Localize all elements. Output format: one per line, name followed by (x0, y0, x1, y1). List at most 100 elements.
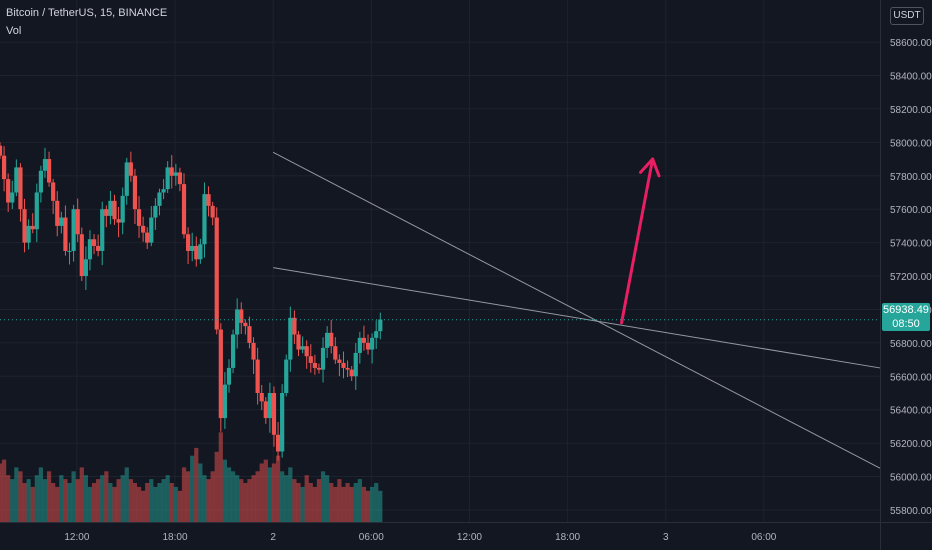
volume-bar (67, 483, 72, 522)
candle-body (263, 401, 268, 419)
time-tick-label: 06:00 (751, 532, 776, 543)
time-tick-label: 12:00 (64, 532, 89, 543)
time-axis: 12:00 18:00 2 06:00 12:00 18:00 3 06:00 (64, 532, 776, 543)
volume-bar (108, 483, 113, 522)
candle-body (361, 337, 367, 343)
volume-bar (87, 486, 93, 522)
candle-body (243, 322, 248, 327)
volume-bar (353, 483, 358, 522)
volume-bar (275, 455, 281, 522)
volume-bar (91, 483, 97, 522)
candle-body (100, 209, 105, 251)
candle-body (136, 209, 142, 226)
time-tick-label: 06:00 (359, 532, 384, 543)
candle-body (226, 367, 232, 385)
volume-bar (378, 490, 383, 522)
candle-body (218, 329, 223, 419)
candle-body (132, 175, 138, 210)
volume-bar (300, 486, 305, 522)
volume-bar (271, 463, 277, 522)
price-axis: 55800.00 56000.00 56200.00 56400.00 56600.00… (890, 38, 932, 517)
candle-body (91, 239, 97, 246)
bar-countdown: 08:50 (892, 318, 920, 330)
candle-body (202, 194, 207, 245)
volume-bar (26, 479, 31, 522)
volume-bar (55, 486, 60, 522)
volume-bar (194, 447, 199, 522)
volume-bar (104, 471, 109, 522)
volume-bar (222, 459, 228, 522)
volume-bar (361, 486, 367, 522)
candle-body (304, 346, 309, 357)
candle-body (51, 182, 56, 201)
candle-body (22, 209, 27, 243)
candle-body (10, 192, 15, 203)
volume-bar (243, 483, 248, 522)
candle-body (55, 200, 60, 226)
volume-indicator-label[interactable]: Vol (6, 25, 22, 37)
candle-body (124, 162, 129, 196)
candle-body (247, 326, 252, 343)
candle-body (320, 347, 326, 370)
volume-bar (96, 479, 101, 522)
volume-bar (141, 490, 146, 522)
price-tick-label: 58000.00 (890, 138, 932, 149)
volume-bar (235, 475, 240, 522)
volume-bar (1, 459, 7, 522)
volume-bar (365, 490, 371, 522)
last-price-tag: 56938.49 08:50 (882, 303, 930, 331)
price-tick-label: 57200.00 (890, 272, 932, 283)
price-tick-label: 56600.00 (890, 372, 932, 383)
volume-bar (34, 475, 39, 522)
volume-bar (247, 479, 252, 522)
candle-body (325, 332, 330, 348)
candle-body (177, 172, 183, 185)
volume-bar (177, 490, 183, 522)
candle-body (271, 393, 277, 435)
volume-bar (153, 486, 158, 522)
candle-body (71, 209, 76, 251)
candle-body (157, 192, 162, 206)
volume-bar (186, 471, 191, 522)
candle-body (38, 170, 43, 193)
candle-body (357, 337, 362, 353)
candle-body (83, 259, 88, 277)
volume-bar (59, 475, 64, 522)
volume-bar (161, 479, 166, 522)
candle-body (1, 155, 7, 180)
candle-body (46, 159, 52, 183)
candle-body (116, 219, 121, 223)
candle-body (87, 239, 93, 260)
candle-body (300, 346, 305, 350)
volume-bar (128, 479, 133, 522)
forecast-arrow (620, 157, 655, 325)
volume-bar (173, 486, 178, 522)
candle-body (153, 205, 158, 218)
candle-body (128, 162, 133, 176)
time-tick-label: 18:00 (163, 532, 188, 543)
volume-bar (136, 486, 142, 522)
candle-body (63, 217, 68, 251)
candle-body (173, 172, 178, 176)
candle-body (6, 179, 11, 203)
price-tick-label: 56000.00 (890, 473, 932, 484)
candle-body (181, 184, 187, 235)
time-tick-label: 12:00 (457, 532, 482, 543)
candle-body (230, 334, 236, 368)
volume-bar (320, 471, 326, 522)
price-tick-label: 56800.00 (890, 339, 932, 350)
volume-bar (251, 475, 256, 522)
volume-bar (325, 475, 330, 522)
candle-body (374, 331, 379, 338)
volume-bar (51, 483, 56, 522)
volume-bar (308, 483, 313, 522)
volume-bar (190, 455, 195, 522)
price-tick-label: 57400.00 (890, 239, 932, 250)
volume-bar (181, 467, 187, 522)
volume-bar (226, 467, 232, 522)
volume-bar (198, 463, 203, 522)
volume-bar (38, 467, 43, 522)
symbol-title[interactable]: Bitcoin / TetherUS, 15, BINANCE (6, 7, 168, 19)
currency-badge[interactable]: USDT (890, 7, 924, 25)
